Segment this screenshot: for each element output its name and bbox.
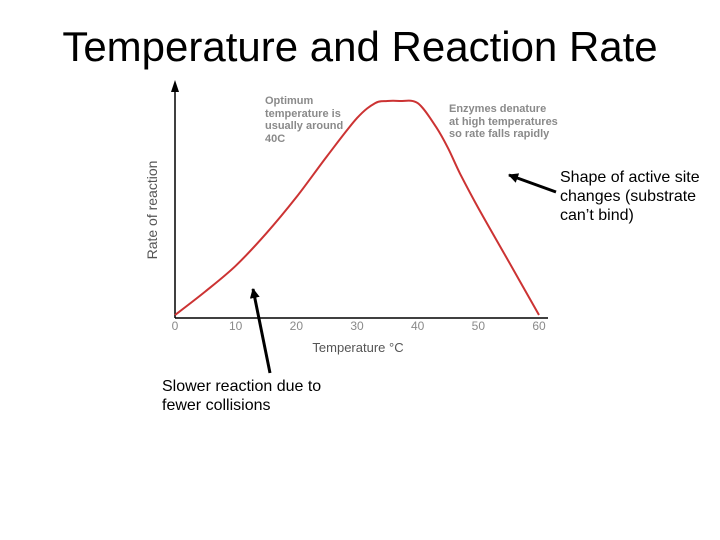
x-axis-label: Temperature °C bbox=[312, 340, 403, 355]
rate-curve bbox=[174, 99, 540, 316]
x-tick-label: 30 bbox=[350, 319, 364, 333]
x-tick-label: 60 bbox=[532, 319, 546, 333]
x-tick-label: 50 bbox=[472, 319, 486, 333]
x-tick-label: 40 bbox=[411, 319, 425, 333]
y-axis-arrowhead bbox=[171, 80, 179, 92]
x-tick-label: 20 bbox=[290, 319, 304, 333]
optimum-annotation: Optimum temperature is usually around 40… bbox=[265, 95, 344, 145]
active-site-note: Shape of active site changes (substrate … bbox=[560, 169, 700, 224]
slide-title: Temperature and Reaction Rate bbox=[62, 23, 658, 70]
x-tick-label: 0 bbox=[172, 319, 179, 333]
y-axis-label: Rate of reaction bbox=[144, 161, 160, 260]
pointer-arrow-right bbox=[508, 173, 557, 194]
collisions-note: Slower reaction due to fewer collisions bbox=[162, 378, 322, 414]
denature-annotation: Enzymes denature at high temperatures so… bbox=[449, 103, 558, 140]
pointer-arrow-left bbox=[249, 288, 272, 374]
x-tick-label: 10 bbox=[229, 319, 243, 333]
